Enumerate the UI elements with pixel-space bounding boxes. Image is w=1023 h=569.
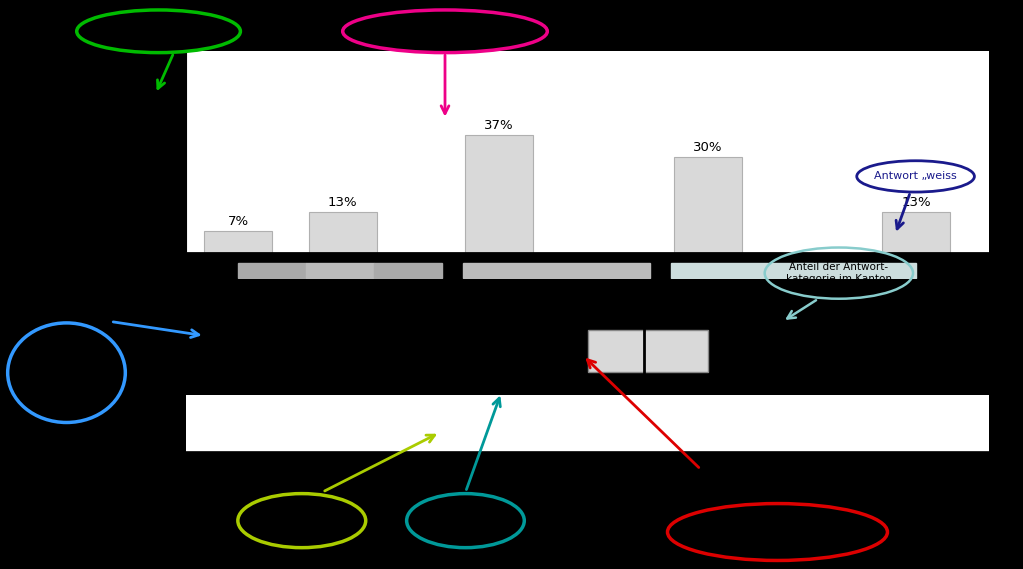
Text: 30%: 30% (693, 142, 722, 154)
Bar (374, 263, 442, 278)
Text: 13%: 13% (901, 196, 931, 209)
Text: 37%: 37% (484, 119, 514, 132)
Text: 7%: 7% (228, 215, 249, 228)
Text: Antwort „weiss: Antwort „weiss (875, 171, 957, 182)
Bar (674, 157, 742, 253)
Bar (205, 231, 272, 253)
Bar (883, 212, 950, 253)
Text: Anteil der Antwort-
kategorie im Kanton: Anteil der Antwort- kategorie im Kanton (786, 262, 892, 284)
Bar (309, 212, 376, 253)
Bar (587, 331, 708, 372)
Bar (465, 135, 533, 253)
Text: keiten:
t, 2=schlecht,
=gut, 5=sehr: keiten: t, 2=schlecht, =gut, 5=sehr (151, 348, 229, 381)
Bar (306, 263, 374, 278)
Text: 13%: 13% (327, 196, 357, 209)
Bar (671, 263, 917, 278)
Bar (238, 263, 306, 278)
Bar (462, 263, 651, 278)
